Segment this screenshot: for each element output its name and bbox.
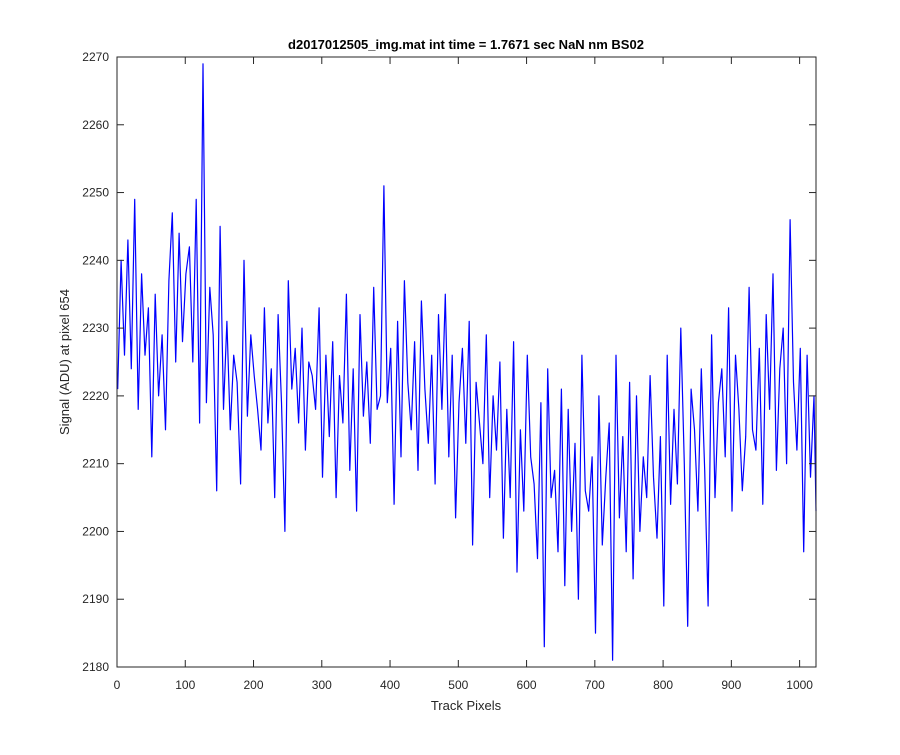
y-tick-label: 2250 xyxy=(82,186,109,200)
y-tick-label: 2210 xyxy=(82,457,109,471)
x-axis-label: Track Pixels xyxy=(431,698,502,713)
x-tick-label: 0 xyxy=(114,678,121,692)
y-tick-label: 2220 xyxy=(82,389,109,403)
x-tick-label: 200 xyxy=(244,678,264,692)
series-line-0 xyxy=(117,63,817,661)
axes-box xyxy=(116,56,817,668)
y-tick-label: 2240 xyxy=(82,253,109,267)
chart-title: d2017012505_img.mat int time = 1.7671 se… xyxy=(288,37,644,52)
series-layer xyxy=(117,63,817,661)
x-tick-label: 400 xyxy=(380,678,400,692)
y-tick-label: 2260 xyxy=(82,118,109,132)
x-tick-label: 600 xyxy=(517,678,537,692)
y-tick-label: 2230 xyxy=(82,321,109,335)
x-tick-label: 500 xyxy=(448,678,468,692)
y-tick-label: 2200 xyxy=(82,524,109,538)
y-tick-label: 2190 xyxy=(82,592,109,606)
x-tick-label: 900 xyxy=(721,678,741,692)
x-tick-label: 800 xyxy=(653,678,673,692)
x-tick-label: 700 xyxy=(585,678,605,692)
y-axis-label: Signal (ADU) at pixel 654 xyxy=(57,289,72,435)
y-tick-label: 2270 xyxy=(82,50,109,64)
x-tick-label: 300 xyxy=(312,678,332,692)
tick-layer: 0 100 200 300 400 500 600 700 800 900 1000 2180 2190… xyxy=(82,50,816,692)
x-tick-label: 1000 xyxy=(786,678,813,692)
x-tick-label: 100 xyxy=(175,678,195,692)
y-tick-label: 2180 xyxy=(82,660,109,674)
